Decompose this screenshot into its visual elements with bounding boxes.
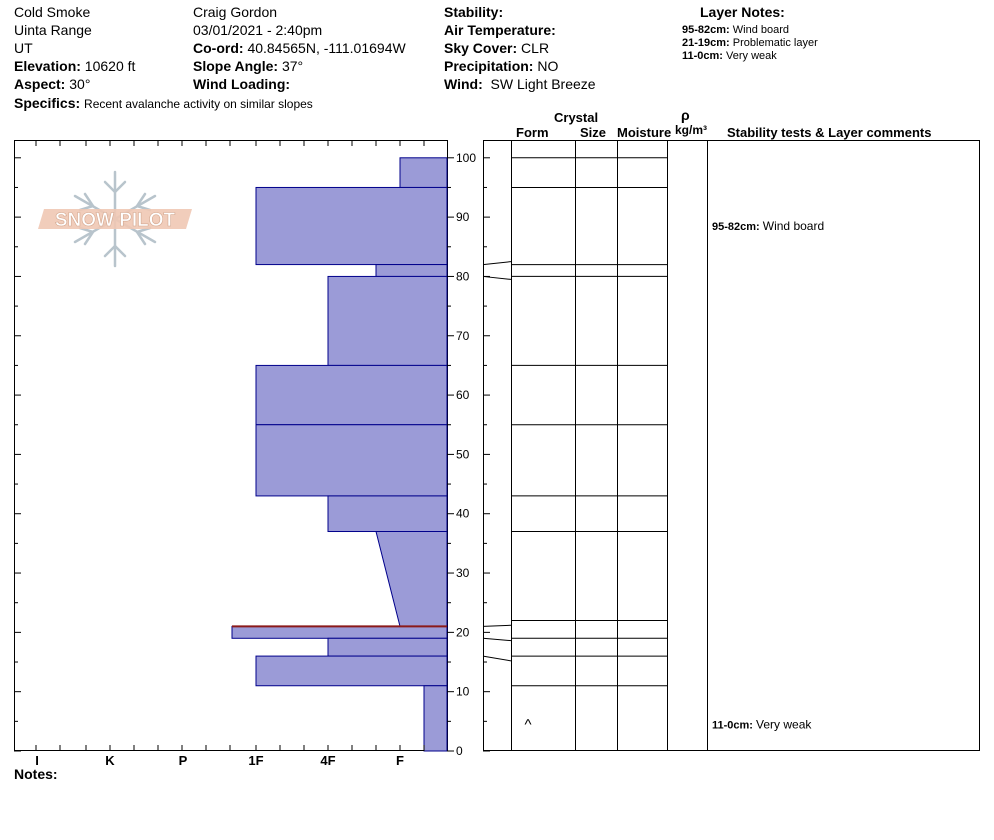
hardness-layer [423, 685, 448, 752]
y-tick-label: 80 [456, 269, 470, 283]
hardness-layers [231, 157, 448, 752]
coord-label: Co-ord: [193, 40, 244, 56]
elevation-value: 10620 ft [84, 58, 136, 74]
hardness-layer [375, 531, 448, 627]
hardness-label: F [396, 753, 404, 768]
layer-note-range: 11-0cm: [682, 50, 723, 62]
specifics-value: Recent avalanche activity on similar slo… [84, 97, 313, 111]
layer-note: 95-82cm: Wind board [682, 24, 789, 37]
layer-note: 11-0cm: Very weak [682, 50, 777, 63]
precip-label: Precipitation: [444, 58, 534, 74]
y-tick-label: 100 [456, 151, 476, 165]
axis-labels: 0 10 20 30 40 50 60 70 80 90 100 I K P 1F 4F F [35, 151, 476, 768]
crystal-grid-panel [483, 140, 980, 751]
y-tick-label: 40 [456, 507, 470, 521]
hardness-label: K [105, 753, 115, 768]
y-tick-label: 20 [456, 625, 470, 639]
slope-angle: Slope Angle: 37° [193, 58, 303, 74]
aspect: Aspect: 30° [14, 76, 90, 92]
logo-text: SNOW PILOT [55, 210, 176, 231]
form-header: Form [516, 125, 549, 140]
hardness-layer [255, 424, 448, 497]
hardness-label: I [35, 753, 39, 768]
sky-label: Sky Cover: [444, 40, 518, 56]
hardness-label: P [179, 753, 188, 768]
coord-value: 40.84565N, -111.01694W [247, 40, 406, 56]
density-symbol: ρ [681, 107, 690, 123]
layer-comment: 11-0cm: Very weak [712, 717, 812, 731]
boundary-connector [482, 261, 512, 266]
layer-note-text: Very weak [726, 50, 777, 62]
snowpilot-logo: SNOW PILOT [38, 170, 192, 268]
y-tick-label: 30 [456, 566, 470, 580]
hardness-layer [327, 275, 448, 366]
boundary-connector [482, 624, 512, 627]
aspect-label: Aspect: [14, 76, 66, 92]
comments-header: Stability tests & Layer comments [727, 125, 932, 140]
grain-form-symbol: ^ [524, 716, 531, 733]
y-tick-label: 10 [456, 685, 470, 699]
layer-comments: 95-82cm: Wind board 11-0cm: Very weak [712, 219, 824, 731]
sky-cover: Sky Cover: CLR [444, 40, 549, 56]
layer-boundary-lines [482, 157, 667, 687]
range-name: Uinta Range [14, 22, 92, 38]
wind: Wind: SW Light Breeze [444, 76, 596, 92]
layer-note-text: Wind board [732, 24, 790, 36]
location-name: Cold Smoke [14, 4, 91, 20]
layer-notes-title: Layer Notes: [700, 4, 785, 20]
layer-comment: 95-82cm: Wind board [712, 219, 824, 233]
boundary-connector [482, 637, 512, 642]
state-name: UT [14, 40, 33, 56]
wind-loading-label: Wind Loading: [193, 76, 291, 92]
hardness-label: 1F [248, 753, 263, 768]
hardness-layer [255, 186, 448, 266]
notes-label: Notes: [14, 766, 58, 782]
grid-frame [483, 140, 980, 751]
y-tick-label: 60 [456, 388, 470, 402]
y-tick-label: 0 [456, 744, 463, 758]
hardness-layer [255, 364, 448, 426]
wind-value: SW Light Breeze [490, 76, 596, 92]
slope-value: 37° [281, 58, 304, 74]
coordinates: Co-ord: 40.84565N, -111.01694W [193, 40, 406, 56]
elevation: Elevation: 10620 ft [14, 58, 135, 74]
wind-label: Wind: [444, 76, 483, 92]
hardness-layer [231, 625, 448, 639]
specifics-label: Specifics: [14, 95, 81, 111]
sky-value: CLR [521, 40, 550, 56]
precipitation: Precipitation: NO [444, 58, 558, 74]
hardness-layer [255, 655, 448, 687]
layer-note: 21-19cm: Problematic layer [682, 37, 818, 50]
size-header: Size [580, 125, 607, 140]
elevation-label: Elevation: [14, 58, 81, 74]
layer-note-range: 95-82cm: [682, 24, 730, 36]
aspect-value: 30° [69, 76, 91, 92]
y-tick-label: 90 [456, 210, 470, 224]
hardness-label: 4F [320, 753, 335, 768]
layer-note-text: Problematic layer [732, 37, 818, 49]
datetime: 03/01/2021 - 2:40pm [193, 22, 323, 38]
hardness-layer [375, 264, 448, 277]
moisture-header: Moisture [617, 125, 672, 140]
boundary-connector [482, 655, 512, 662]
hardness-layer [399, 157, 448, 188]
hardness-layer [327, 637, 448, 657]
slope-label: Slope Angle: [193, 58, 279, 74]
boundary-connector [482, 275, 512, 280]
observer: Craig Gordon [193, 4, 278, 20]
stability-label: Stability: [444, 4, 504, 20]
y-tick-label: 50 [456, 447, 470, 461]
layer-note-range: 21-19cm: [682, 37, 730, 49]
crystal-header: Crystal [554, 110, 599, 125]
y-tick-label: 70 [456, 329, 470, 343]
specifics: Specifics: Recent avalanche activity on … [14, 95, 313, 112]
air-temp-label: Air Temperature: [444, 22, 556, 38]
hardness-layer [327, 495, 448, 533]
density-unit: kg/m³ [675, 123, 708, 137]
precip-value: NO [537, 58, 559, 74]
form-symbols: ^ [524, 716, 531, 733]
